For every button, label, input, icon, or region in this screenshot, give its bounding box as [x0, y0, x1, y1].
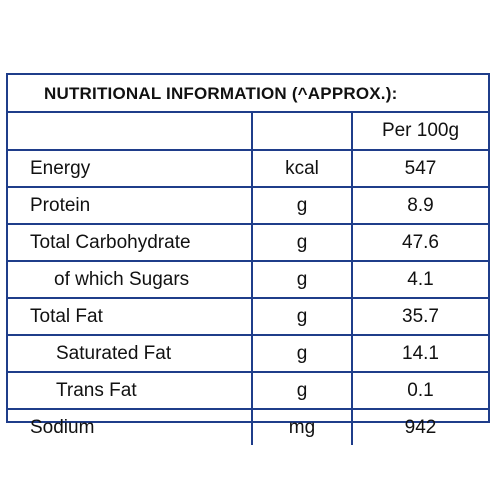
- row-saturated-fat: Saturated Fat g 14.1: [8, 334, 488, 372]
- row-sodium: Sodium mg 942: [8, 408, 488, 445]
- header-unit-cell: [251, 113, 352, 150]
- nutrient-value: 8.9: [351, 186, 488, 224]
- nutrient-name: Sodium: [8, 408, 252, 445]
- row-protein: Protein g 8.9: [8, 186, 488, 224]
- nutrient-unit: g: [251, 371, 352, 409]
- nutrient-value: 0.1: [351, 371, 488, 409]
- row-sugars: of which Sugars g 4.1: [8, 260, 488, 298]
- nutrient-value: 14.1: [351, 334, 488, 372]
- nutrient-value: 942: [351, 408, 488, 445]
- nutrition-table-panel: NUTRITIONAL INFORMATION (^APPROX.): Per …: [6, 73, 490, 445]
- nutrient-unit: mg: [251, 408, 352, 445]
- nutrient-unit: g: [251, 223, 352, 261]
- nutrient-unit: g: [251, 297, 352, 335]
- nutrient-name: of which Sugars: [8, 260, 252, 298]
- nutrient-value: 35.7: [351, 297, 488, 335]
- row-energy: Energy kcal 547: [8, 149, 488, 187]
- title-row: NUTRITIONAL INFORMATION (^APPROX.):: [8, 75, 488, 113]
- nutrient-name: Trans Fat: [8, 371, 252, 409]
- row-total-fat: Total Fat g 35.7: [8, 297, 488, 335]
- nutrient-value: 4.1: [351, 260, 488, 298]
- nutrient-value: 47.6: [351, 223, 488, 261]
- nutrient-value: 547: [351, 149, 488, 187]
- nutrient-unit: kcal: [251, 149, 352, 187]
- header-nutrient-cell: [8, 113, 252, 150]
- header-row: Per 100g: [8, 113, 488, 150]
- row-trans-fat: Trans Fat g 0.1: [8, 371, 488, 409]
- nutrient-name: Saturated Fat: [8, 334, 252, 372]
- nutrition-table: Per 100g Energy kcal 547 Protein g 8.9 T…: [8, 113, 488, 445]
- nutrient-name: Protein: [8, 186, 252, 224]
- nutrient-name: Energy: [8, 149, 252, 187]
- nutrient-name: Total Fat: [8, 297, 252, 335]
- table-title: NUTRITIONAL INFORMATION (^APPROX.):: [44, 84, 398, 103]
- nutrient-unit: g: [251, 334, 352, 372]
- nutrient-unit: g: [251, 186, 352, 224]
- row-total-carbohydrate: Total Carbohydrate g 47.6: [8, 223, 488, 261]
- header-per-100g-cell: Per 100g: [351, 113, 488, 150]
- nutrient-unit: g: [251, 260, 352, 298]
- nutrient-name: Total Carbohydrate: [8, 223, 252, 261]
